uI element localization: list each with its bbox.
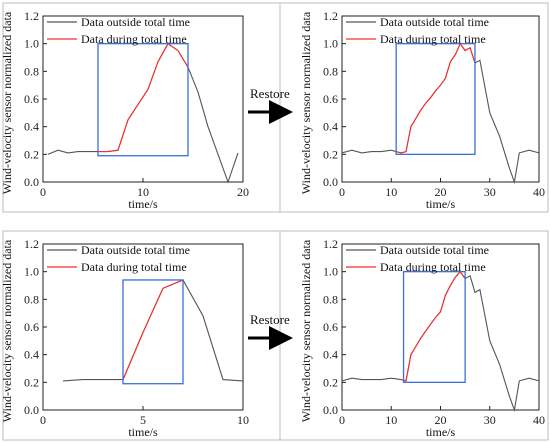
x-axis-label: time/s bbox=[426, 425, 456, 439]
y-tick-label: 0.0 bbox=[323, 403, 338, 417]
total-time-box bbox=[402, 271, 466, 383]
y-tick-label: 0.2 bbox=[24, 375, 39, 389]
x-tick-label: 0 bbox=[40, 413, 46, 427]
series-line-during bbox=[122, 279, 184, 380]
series-line-outside bbox=[341, 42, 540, 185]
series-line-outside bbox=[62, 279, 244, 382]
x-tick-label: 30 bbox=[484, 413, 496, 427]
x-tick-label: 0 bbox=[40, 185, 46, 199]
y-tick-label: 0.4 bbox=[323, 120, 338, 134]
y-tick-label: 1.2 bbox=[323, 237, 338, 251]
x-tick-label: 30 bbox=[484, 185, 496, 199]
y-tick-label: 1.2 bbox=[24, 9, 39, 23]
legend-label: Data during total time bbox=[380, 32, 486, 46]
y-tick-label: 0.6 bbox=[24, 92, 39, 106]
chart-panel-1: 0.0 0.2 0.4 0.6 0.8 1.0 1.2 0 10 20 time/s Wind-vel… bbox=[0, 2, 281, 213]
restore-arrow-bottom: Restore bbox=[248, 312, 293, 350]
series-line-during bbox=[396, 42, 476, 154]
x-axis-label: time/s bbox=[128, 425, 158, 439]
total-time-box bbox=[97, 43, 189, 157]
series-line-outside bbox=[47, 42, 239, 184]
legend-label: Data outside total time bbox=[380, 15, 489, 29]
y-tick-label: 1.0 bbox=[323, 265, 338, 279]
x-tick-label: 10 bbox=[137, 185, 149, 199]
x-tick-label: 0 bbox=[339, 185, 345, 199]
y-tick-label: 0.4 bbox=[24, 120, 39, 134]
y-axis-label: Wind-velocity sensor normalized data bbox=[299, 239, 313, 422]
y-tick-label: 0.8 bbox=[24, 64, 39, 78]
chart-panel-4: 0.0 0.2 0.4 0.6 0.8 1.0 1.2 0 10 20 30 40 time/s Wind… bbox=[279, 230, 549, 441]
legend-label: Data outside total time bbox=[81, 243, 190, 257]
x-tick-label: 10 bbox=[385, 185, 397, 199]
legend-label: Data during total time bbox=[81, 260, 187, 274]
x-tick-label: 40 bbox=[533, 185, 545, 199]
y-tick-label: 0.2 bbox=[24, 147, 39, 161]
y-tick-label: 0.0 bbox=[323, 175, 338, 189]
restore-label: Restore bbox=[250, 312, 290, 327]
legend-label: Data outside total time bbox=[81, 15, 190, 29]
x-tick-label: 10 bbox=[385, 413, 397, 427]
y-tick-label: 0.0 bbox=[24, 175, 39, 189]
y-tick-label: 1.0 bbox=[24, 265, 39, 279]
series-line-during bbox=[98, 42, 189, 153]
y-axis-label: Wind-velocity sensor normalized data bbox=[0, 11, 14, 194]
y-tick-label: 0.2 bbox=[323, 375, 338, 389]
series-line-outside bbox=[341, 270, 540, 413]
x-tick-label: 5 bbox=[140, 413, 146, 427]
y-tick-label: 0.6 bbox=[24, 320, 39, 334]
y-tick-label: 1.0 bbox=[24, 37, 39, 51]
chart-panel-3: 0.0 0.2 0.4 0.6 0.8 1.0 1.2 0 5 10 time/s Wind-velo… bbox=[0, 230, 281, 441]
y-tick-label: 1.2 bbox=[24, 237, 39, 251]
total-time-box bbox=[122, 279, 184, 385]
legend-label: Data during total time bbox=[81, 32, 187, 46]
y-tick-label: 1.2 bbox=[323, 9, 338, 23]
y-tick-label: 0.6 bbox=[323, 92, 338, 106]
legend-label: Data outside total time bbox=[380, 243, 489, 257]
x-tick-label: 0 bbox=[339, 413, 345, 427]
y-tick-label: 0.4 bbox=[24, 348, 39, 362]
y-tick-label: 0.8 bbox=[323, 64, 338, 78]
y-tick-label: 0.0 bbox=[24, 403, 39, 417]
y-axis-label: Wind-velocity sensor normalized data bbox=[0, 239, 14, 422]
y-tick-label: 0.4 bbox=[323, 348, 338, 362]
x-tick-label: 20 bbox=[435, 185, 447, 199]
x-tick-label: 10 bbox=[237, 413, 249, 427]
y-tick-label: 0.6 bbox=[323, 320, 338, 334]
restore-label: Restore bbox=[250, 86, 290, 101]
y-tick-label: 0.8 bbox=[323, 292, 338, 306]
x-tick-label: 40 bbox=[533, 413, 545, 427]
chart-panel-2: 0.0 0.2 0.4 0.6 0.8 1.0 1.2 0 10 20 30 40 time/s Wind… bbox=[279, 2, 549, 213]
y-tick-label: 0.2 bbox=[323, 147, 338, 161]
restore-arrow-top: Restore bbox=[248, 86, 293, 124]
y-tick-label: 1.0 bbox=[323, 37, 338, 51]
x-axis-label: time/s bbox=[426, 197, 456, 211]
x-tick-label: 20 bbox=[435, 413, 447, 427]
y-tick-label: 0.8 bbox=[24, 292, 39, 306]
x-axis-label: time/s bbox=[128, 197, 158, 211]
legend-label: Data during total time bbox=[380, 260, 486, 274]
x-tick-label: 20 bbox=[237, 185, 249, 199]
y-axis-label: Wind-velocity sensor normalized data bbox=[299, 11, 313, 194]
series-line-during bbox=[400, 270, 466, 382]
total-time-box bbox=[395, 43, 476, 155]
